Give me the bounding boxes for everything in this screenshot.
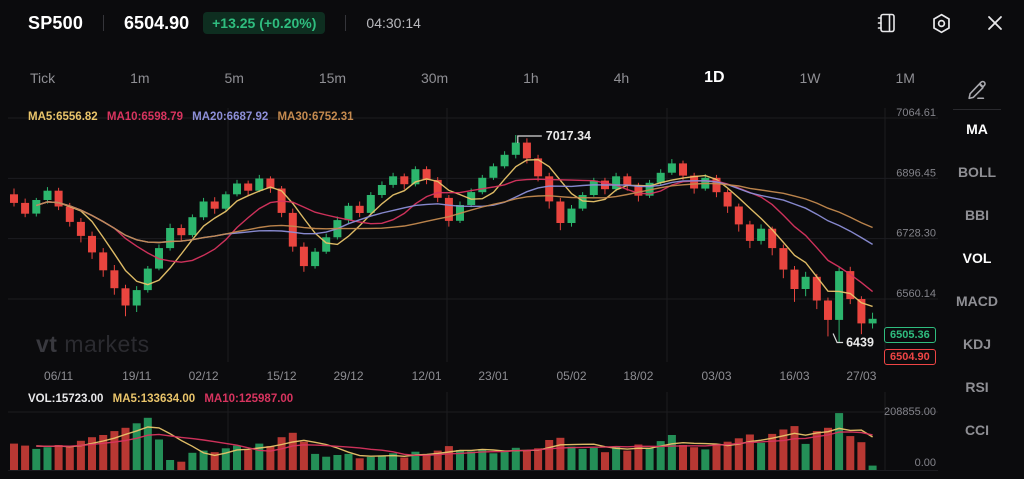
svg-text:6896.45: 6896.45 bbox=[896, 167, 936, 179]
low-annotation: 6439 bbox=[846, 336, 874, 350]
svg-text:06/11: 06/11 bbox=[44, 369, 73, 383]
ma30-label: MA30:6752.31 bbox=[277, 111, 354, 123]
watermark: vt markets bbox=[36, 331, 150, 357]
svg-text:208855.00: 208855.00 bbox=[884, 406, 936, 418]
indicator-vol[interactable]: VOL bbox=[962, 250, 992, 266]
indicator-boll[interactable]: BOLL bbox=[957, 164, 997, 180]
symbol-name: SP500 bbox=[28, 12, 84, 33]
svg-text:6560.14: 6560.14 bbox=[896, 288, 936, 300]
tab-1h[interactable]: 1h bbox=[523, 70, 539, 86]
header-bar: SP500 6504.90 +13.25 (+0.20%) 04:30:14 bbox=[0, 0, 1024, 46]
tab-5m[interactable]: 5m bbox=[224, 70, 244, 86]
tab-30m[interactable]: 30m bbox=[420, 70, 449, 86]
vol-label: VOL:15723.00 bbox=[28, 393, 104, 405]
last-price: 6504.90 bbox=[124, 12, 190, 33]
prev-settle-price-tag: 6505.36 bbox=[884, 327, 936, 343]
change-badge: +13.25 (+0.20%) bbox=[203, 12, 326, 34]
tab-1w[interactable]: 1W bbox=[799, 70, 821, 86]
server-time: 04:30:14 bbox=[366, 15, 421, 31]
tab-1m-month[interactable]: 1M bbox=[895, 70, 915, 86]
volume-legend: VOL:15723.00 MA5:133634.00 MA10:125987.0… bbox=[28, 393, 299, 405]
svg-text:19/11: 19/11 bbox=[122, 369, 151, 383]
svg-text:23/01: 23/01 bbox=[478, 369, 508, 383]
header-icons bbox=[874, 10, 1024, 36]
tab-1m[interactable]: 1m bbox=[130, 70, 150, 86]
svg-text:27/03: 27/03 bbox=[846, 369, 876, 383]
settings-icon[interactable] bbox=[928, 10, 954, 36]
divider bbox=[345, 15, 347, 31]
high-annotation: 7017.34 bbox=[546, 129, 591, 143]
indicator-cci[interactable]: CCI bbox=[964, 422, 990, 438]
svg-text:02/12: 02/12 bbox=[189, 369, 219, 383]
tab-1d[interactable]: 1D bbox=[704, 69, 725, 86]
indicator-rsi[interactable]: RSI bbox=[965, 379, 989, 395]
svg-text:7064.61: 7064.61 bbox=[896, 107, 936, 119]
svg-text:29/12: 29/12 bbox=[333, 369, 363, 383]
draw-pencil-icon[interactable] bbox=[966, 78, 988, 102]
last-price-tag: 6504.90 bbox=[884, 349, 936, 365]
sidebar-divider bbox=[953, 109, 1001, 110]
svg-text:15/12: 15/12 bbox=[267, 369, 297, 383]
tab-4h[interactable]: 4h bbox=[613, 70, 630, 86]
indicator-bbi[interactable]: BBI bbox=[964, 207, 990, 223]
tab-15m[interactable]: 15m bbox=[318, 70, 347, 86]
divider bbox=[103, 15, 105, 31]
close-icon[interactable] bbox=[982, 10, 1008, 36]
vol-ma10-label: MA10:125987.00 bbox=[204, 393, 294, 405]
indicator-macd[interactable]: MACD bbox=[956, 293, 998, 309]
svg-text:16/03: 16/03 bbox=[779, 369, 809, 383]
indicator-sidebar: MA BOLL BBI VOL MACD KDJ RSI CCI bbox=[930, 74, 1024, 464]
journal-icon[interactable] bbox=[874, 10, 900, 36]
ma20-label: MA20:6687.92 bbox=[192, 111, 269, 123]
ma5-label: MA5:6556.82 bbox=[28, 111, 98, 123]
ma10-label: MA10:6598.79 bbox=[106, 111, 183, 123]
svg-text:6728.30: 6728.30 bbox=[896, 228, 936, 240]
svg-text:05/02: 05/02 bbox=[556, 369, 586, 383]
svg-text:0.00: 0.00 bbox=[915, 457, 936, 469]
timeframe-tabs: Tick 1m 5m 15m 30m 1h 4h 1D 1W 1M bbox=[0, 58, 935, 98]
vol-ma5-label: MA5:133634.00 bbox=[112, 393, 196, 405]
indicator-kdj[interactable]: KDJ bbox=[962, 336, 991, 352]
svg-text:03/03: 03/03 bbox=[701, 369, 731, 383]
tab-tick[interactable]: Tick bbox=[30, 70, 56, 86]
svg-text:12/01: 12/01 bbox=[412, 369, 442, 383]
svg-text:18/02: 18/02 bbox=[623, 369, 653, 383]
indicator-ma[interactable]: MA bbox=[966, 121, 988, 137]
ma-legend: MA5:6556.82 MA10:6598.79 MA20:6687.92 MA… bbox=[28, 111, 360, 123]
